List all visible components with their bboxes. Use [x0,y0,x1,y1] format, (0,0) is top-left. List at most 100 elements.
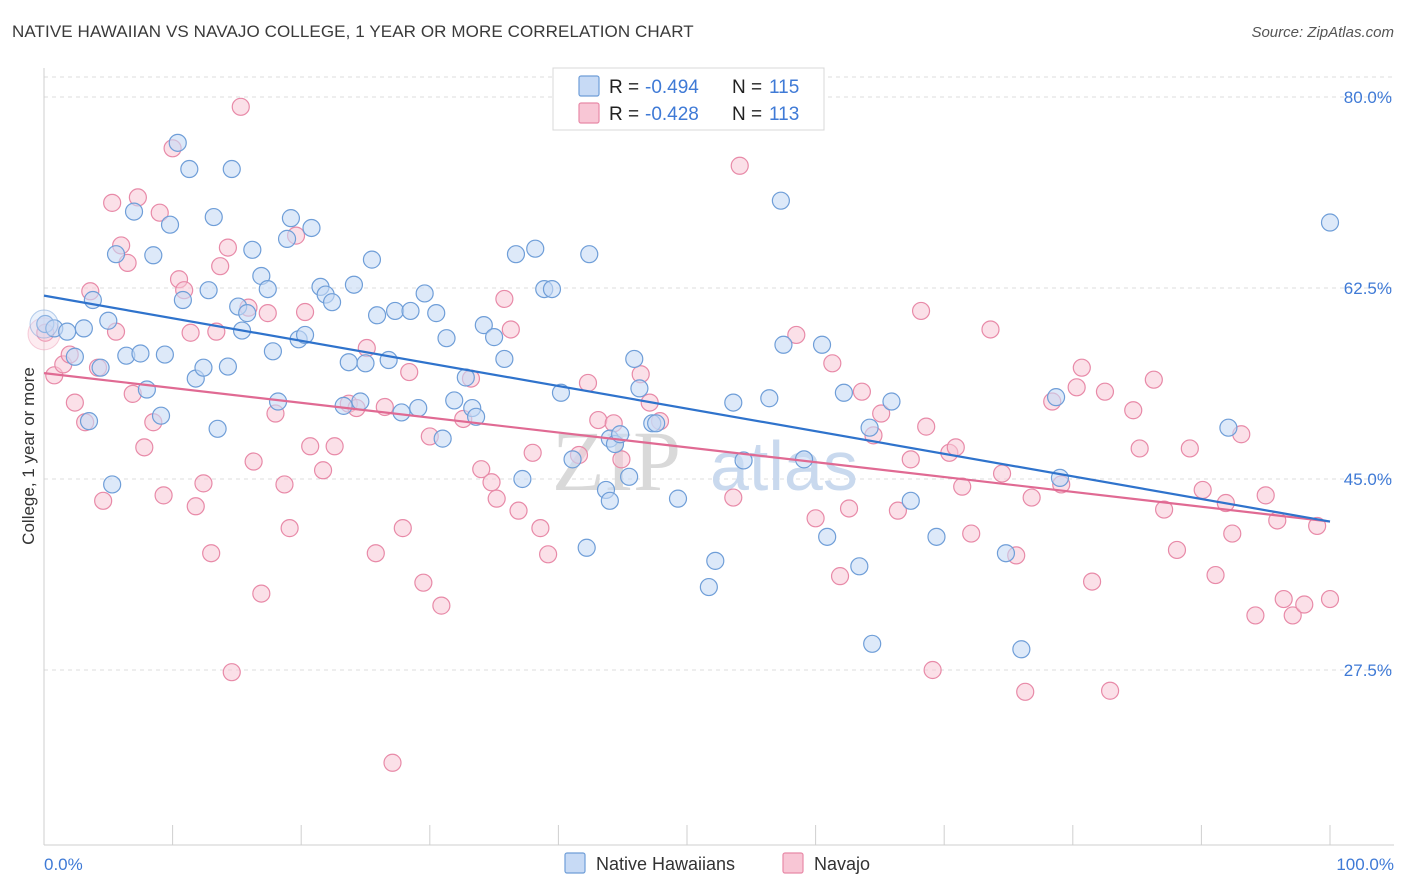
navajo-point [202,544,221,563]
native-hawaiians-point [302,218,321,238]
native-hawaiians-point [222,159,241,179]
native-hawaiians-point [774,335,793,354]
navajo-point [1155,500,1174,519]
navajo-point [482,473,501,492]
native-hawaiians-point [699,577,718,597]
native-hawaiians-point-cluster [29,309,59,339]
navajo-point [1167,540,1187,560]
navajo-point [872,404,891,423]
navajo-point [578,373,598,393]
bottom-legend: Native Hawaiians Navajo [564,852,870,874]
navajo-point [1100,681,1120,700]
navajo-point [1082,572,1102,591]
navajo-point [539,545,558,564]
navajo-point [888,501,908,520]
native-hawaiians-point [58,322,77,341]
y-tick-label: 27.5% [1344,661,1392,680]
native-hawaiians-point [474,316,493,335]
native-hawaiians-point [322,293,342,312]
x-tick-label-max: 100.0% [1336,855,1394,874]
navajo-point [823,354,842,373]
native-hawaiians-point [356,354,375,373]
navajo-point [1256,486,1275,505]
native-hawaiians-point [106,245,126,264]
native-hawaiians-point [1050,468,1070,488]
navajo-point [612,450,631,469]
navajo-point [1206,565,1225,585]
native-hawaiians-point [818,527,837,546]
navajo-point [992,464,1012,483]
native-hawaiians-point [860,418,879,437]
navajo-point [472,460,491,479]
navajo-point [487,489,506,508]
bottom-legend-label-native-hawaiians: Native Hawaiians [596,854,735,874]
native-hawaiians-point [580,245,599,264]
navajo-point [414,573,433,592]
navajo-point [495,289,514,309]
navajo-point [962,524,981,543]
navajo-point [383,753,402,772]
navajo-trend-line [43,372,1331,523]
navajo-point [911,301,931,321]
native-hawaiians-point [258,279,277,299]
native-hawaiians-point [204,207,223,227]
navajo-point [946,438,965,457]
native-hawaiians-point [1046,388,1066,407]
native-hawaiians-point [542,279,562,299]
native-hawaiians-point [168,133,187,152]
native-hawaiians-point [1012,640,1031,659]
native-hawaiians-point [281,209,301,228]
native-hawaiians-point [495,349,514,369]
native-hawaiians-point [103,475,122,494]
axes [43,68,1394,846]
native-hawaiians-point [74,319,93,338]
native-hawaiians-point [339,353,358,372]
navajo-point [181,323,200,342]
native-hawaiians-point [194,358,213,377]
native-hawaiians-point [600,491,619,510]
navajo-point [1124,401,1143,420]
native-hawaiians-point [630,379,649,398]
navajo-point [509,501,528,520]
navajo-point [501,320,520,339]
native-hawaiians-point [647,414,666,433]
y-tick-label: 62.5% [1344,279,1392,298]
native-hawaiians-point [238,304,257,323]
navajo-point [65,393,84,412]
native-hawaiians-point [79,412,99,431]
navajo-point [280,519,299,538]
navajo-point [432,596,451,615]
navajo-point [186,497,205,516]
native-hawaiians-point [760,389,779,408]
legend-r-label-1: R = [609,77,639,98]
native-hawaiians-point [99,311,118,330]
navajo-point [154,486,173,505]
navajo-point [325,437,344,456]
navajo-point [852,382,871,401]
navajo-point [839,499,859,518]
native-hawaiians-point [180,159,199,179]
native-hawaiians-point [295,325,315,345]
native-hawaiians-point [427,304,446,323]
navajo-point [366,544,385,563]
navajo-point [901,450,920,469]
navajo-point [531,519,550,538]
legend-r-value-2: -0.428 [645,104,699,125]
bottom-legend-swatch-native-hawaiians [564,852,586,874]
chart-source: Source: ZipAtlas.com [1251,24,1394,41]
native-hawaiians-point [367,306,387,325]
navajo-point [194,474,213,493]
native-hawaiians-point [263,342,283,361]
native-hawaiians-point [668,489,688,508]
native-hawaiians-point [218,357,237,376]
legend-r-value-1: -0.494 [645,77,699,98]
navajo-point [1072,358,1091,377]
native-hawaiians-point [551,383,571,402]
chart-title: NATIVE HAWAIIAN VS NAVAJO COLLEGE, 1 YEA… [12,22,694,41]
native-hawaiians-point [277,229,297,248]
native-hawaiians-point [466,407,486,426]
navajo-point [981,320,1000,339]
legend-swatch-navajo [578,102,600,124]
navajo-point [252,584,271,603]
native-hawaiians-point [625,349,644,369]
